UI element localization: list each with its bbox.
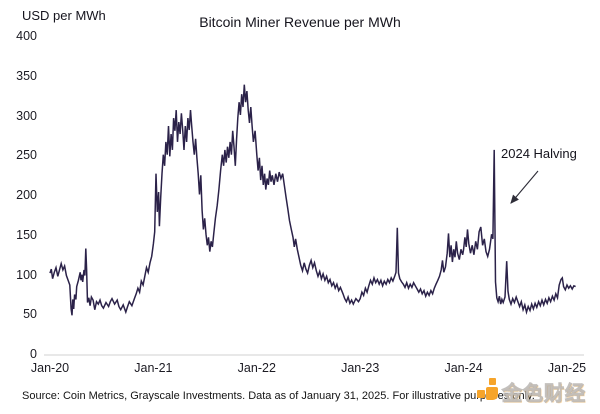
y-tick-label: 400 bbox=[16, 29, 37, 43]
jinse-finance-logo: 金色财经 bbox=[477, 377, 587, 406]
y-tick-label: 0 bbox=[30, 347, 37, 361]
y-axis-title: USD per MWh bbox=[22, 8, 106, 23]
y-tick-label: 300 bbox=[16, 108, 37, 123]
revenue-line bbox=[49, 84, 576, 316]
x-tick-label: Jan-24 bbox=[444, 361, 483, 375]
halving-arrow bbox=[510, 170, 539, 204]
x-tick-label: Jan-22 bbox=[237, 361, 276, 375]
logo-block-main bbox=[486, 387, 498, 400]
x-tick-label: Jan-20 bbox=[30, 361, 70, 375]
y-tick-label: 50 bbox=[23, 307, 37, 322]
jinse-logo-text: 金色财经 bbox=[502, 381, 586, 406]
x-tick-label: Jan-21 bbox=[134, 361, 173, 375]
source-note: Source: Coin Metrics, Grayscale Investme… bbox=[22, 390, 535, 402]
logo-block-left bbox=[477, 390, 485, 398]
y-tick-label: 100 bbox=[16, 267, 37, 282]
x-tick-label: Jan-23 bbox=[341, 361, 380, 375]
jinse-logo-icon bbox=[477, 378, 499, 400]
chart-title: Bitcoin Miner Revenue per MWh bbox=[199, 14, 401, 30]
y-tick-label: 250 bbox=[16, 148, 37, 163]
y-tick-label: 200 bbox=[16, 188, 37, 202]
y-tick-label: 150 bbox=[16, 227, 37, 242]
logo-block-top bbox=[489, 378, 496, 385]
x-tick-label: Jan-25 bbox=[547, 361, 587, 375]
y-tick-label: 350 bbox=[16, 68, 37, 83]
halving-annotation-label: 2024 Halving bbox=[501, 146, 577, 161]
